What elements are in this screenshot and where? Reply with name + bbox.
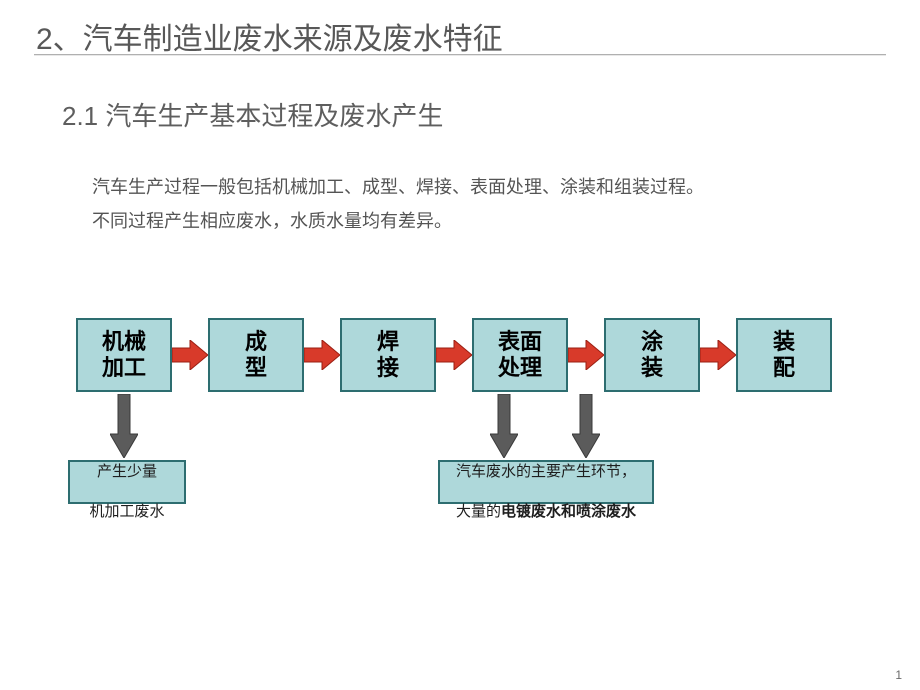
label-machining-waste: 产生少量 机加工废水: [68, 460, 186, 504]
label-main-waste: 汽车废水的主要产生环节， 大量的电镀废水和喷涂废水: [438, 460, 654, 504]
flow-node-machining: 机械 加工: [76, 318, 172, 392]
flow-arrow-icon: [172, 340, 208, 370]
body-text: 汽车生产过程一般包括机械加工、成型、焊接、表面处理、涂装和组装过程。 不同过程产…: [92, 170, 704, 238]
flow-node-surface: 表面 处理: [472, 318, 568, 392]
flow-node-painting: 涂 装: [604, 318, 700, 392]
process-flow: 机械 加工 成 型 焊 接 表面 处理 涂 装 装 配: [76, 318, 832, 392]
flow-arrow-icon: [436, 340, 472, 370]
flow-node-assembly: 装 配: [736, 318, 832, 392]
label-bold: 电镀废水和喷涂废水: [501, 504, 636, 520]
flow-arrow-icon: [568, 340, 604, 370]
label-line: 汽车废水的主要产生环节，: [456, 464, 636, 480]
title-rule: [34, 54, 886, 56]
label-line: 机加工废水: [89, 504, 164, 520]
page-number: 1: [895, 668, 902, 682]
label-line: 产生少量: [97, 464, 157, 480]
body-line-1: 汽车生产过程一般包括机械加工、成型、焊接、表面处理、涂装和组装过程。: [92, 170, 704, 204]
page-title: 2、汽车制造业废水来源及废水特征: [36, 14, 503, 58]
section-subtitle: 2.1 汽车生产基本过程及废水产生: [62, 96, 443, 133]
flow-node-welding: 焊 接: [340, 318, 436, 392]
label-line: 大量的: [456, 504, 501, 520]
flow-node-forming: 成 型: [208, 318, 304, 392]
body-line-2: 不同过程产生相应废水，水质水量均有差异。: [92, 204, 704, 238]
flow-arrow-icon: [304, 340, 340, 370]
flow-arrow-icon: [700, 340, 736, 370]
